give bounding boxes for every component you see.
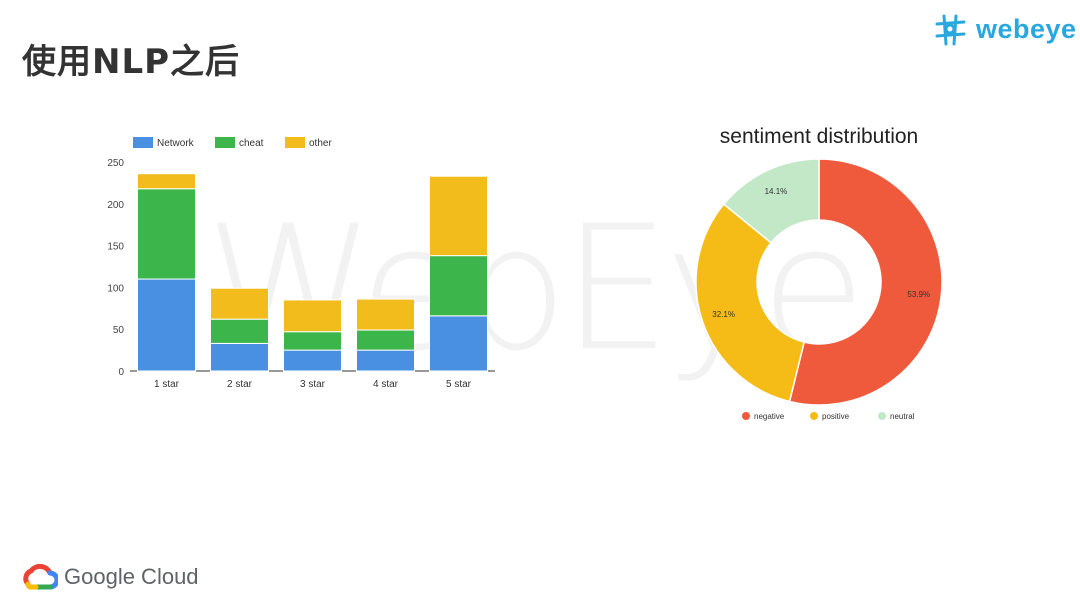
legend-dot-positive	[810, 412, 818, 420]
bar-segment-other-0	[137, 173, 196, 190]
legend-dot-negative	[742, 412, 750, 420]
bar-segment-other-4	[429, 175, 488, 257]
y-tick-label-2: 100	[107, 283, 124, 294]
y-tick-label-1: 50	[113, 325, 125, 336]
y-tick-label-0: 0	[118, 367, 124, 378]
bar-segment-other-3	[356, 298, 415, 331]
bar-segment-network-0	[137, 278, 196, 372]
legend-swatch-1	[215, 137, 235, 148]
x-tick-label-1: 2 star	[227, 379, 253, 390]
bar-segment-network-1	[210, 342, 269, 372]
stacked-bar-chart: Network cheat other 0 50 100 150 200 250 1 star 2 …	[107, 137, 495, 390]
donut-slice-negative	[788, 158, 943, 406]
google-cloud-icon	[23, 563, 60, 590]
donut-slice-positive	[695, 203, 806, 403]
x-tick-label-4: 5 star	[446, 379, 472, 390]
legend-label-0: Network	[157, 138, 195, 149]
slice-label-positive: 32.1%	[712, 310, 735, 319]
legend-dot-neutral	[878, 412, 886, 420]
slide-title: 使用NLP之后	[22, 42, 241, 82]
sentiment-donut-chart: sentiment distribution 53.9% 32.1% 14.1% neg…	[695, 125, 943, 421]
legend-swatch-2	[285, 137, 305, 148]
bar-segment-cheat-0	[137, 188, 196, 280]
y-tick-label-3: 150	[107, 242, 124, 253]
legend-label-neutral: neutral	[890, 412, 915, 421]
legend-label-1: cheat	[239, 138, 264, 149]
donut-slice-neutral	[722, 158, 820, 244]
y-tick-label-4: 200	[107, 200, 124, 211]
webeye-logo-text: webeye	[976, 14, 1077, 44]
x-tick-label-0: 1 star	[154, 379, 180, 390]
bar-segment-other-1	[210, 287, 269, 320]
chart-title: sentiment distribution	[720, 125, 918, 148]
bar-segment-network-2	[283, 349, 342, 372]
legend-swatch-0	[133, 137, 153, 148]
bar-segment-network-3	[356, 349, 415, 372]
bar-segment-cheat-3	[356, 329, 415, 351]
y-tick-label-5: 250	[107, 158, 124, 169]
bar-segment-cheat-4	[429, 255, 488, 317]
google-cloud-logo: Google Cloud	[22, 562, 242, 596]
bar-segment-other-2	[283, 299, 342, 333]
legend-label-negative: negative	[754, 412, 785, 421]
bar-segment-cheat-1	[210, 318, 269, 344]
bar-segment-network-4	[429, 315, 488, 372]
x-tick-label-3: 4 star	[373, 379, 399, 390]
legend-label-2: other	[309, 138, 332, 149]
google-cloud-text: Google Cloud	[64, 564, 199, 589]
x-tick-label-2: 3 star	[300, 379, 326, 390]
bar-segment-cheat-2	[283, 331, 342, 351]
webeye-logo: webeye	[934, 12, 1076, 48]
legend-label-positive: positive	[822, 412, 850, 421]
slice-label-negative: 53.9%	[907, 290, 930, 299]
slice-label-neutral: 14.1%	[765, 187, 788, 196]
webeye-logo-icon	[935, 14, 966, 46]
